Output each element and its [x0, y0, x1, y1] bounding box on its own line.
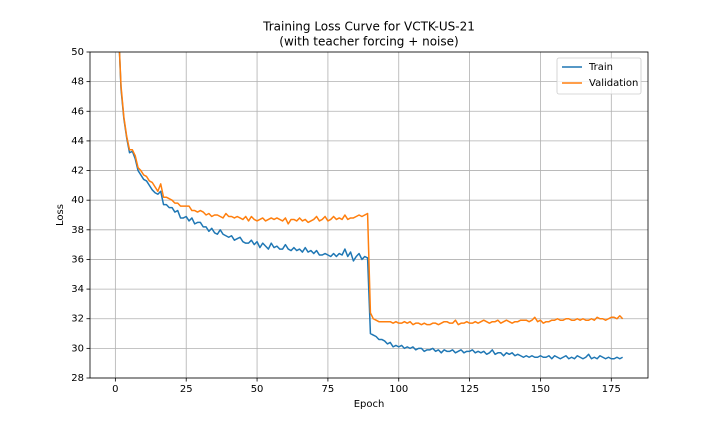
plot-frame	[89, 51, 649, 379]
x-tick-label: 100	[389, 384, 408, 395]
y-tick-label: 30	[71, 343, 84, 354]
legend-label: Train	[588, 62, 613, 73]
y-tick-label: 34	[71, 284, 84, 295]
legend: Train Validation	[556, 57, 642, 95]
x-tick-label: 50	[251, 384, 264, 395]
x-axis-label: Epoch	[354, 399, 385, 410]
x-tick-label: 150	[531, 384, 550, 395]
x-tick-label: 25	[180, 384, 193, 395]
chart-title: Training Loss Curve for VCTK-US-21	[262, 20, 475, 34]
y-tick-label: 36	[71, 254, 84, 265]
x-tick-label: 0	[112, 384, 118, 395]
y-tick-label: 48	[71, 77, 84, 88]
plot-lines	[118, 52, 624, 360]
y-tick-label: 42	[71, 166, 84, 177]
y-tick-label: 40	[71, 195, 84, 206]
series-line	[118, 52, 624, 326]
y-tick-label: 46	[71, 106, 84, 117]
y-tick-label: 50	[71, 47, 84, 58]
y-axis-label: Loss	[55, 204, 66, 226]
ticks: 0 25 50 75 100 125 150 175 28 30 32 34 36 38 40 42 44 46 4…	[71, 47, 621, 395]
y-tick-label: 38	[71, 225, 84, 236]
x-tick-label: 125	[460, 384, 479, 395]
chart-subtitle: (with teacher forcing + noise)	[279, 35, 458, 49]
legend-label: Validation	[589, 78, 638, 89]
y-tick-label: 28	[71, 373, 84, 384]
series-line	[118, 52, 623, 360]
x-tick-label: 175	[602, 384, 621, 395]
y-tick-label: 44	[71, 136, 84, 147]
x-tick-label: 75	[322, 384, 335, 395]
y-tick-label: 32	[71, 314, 84, 325]
